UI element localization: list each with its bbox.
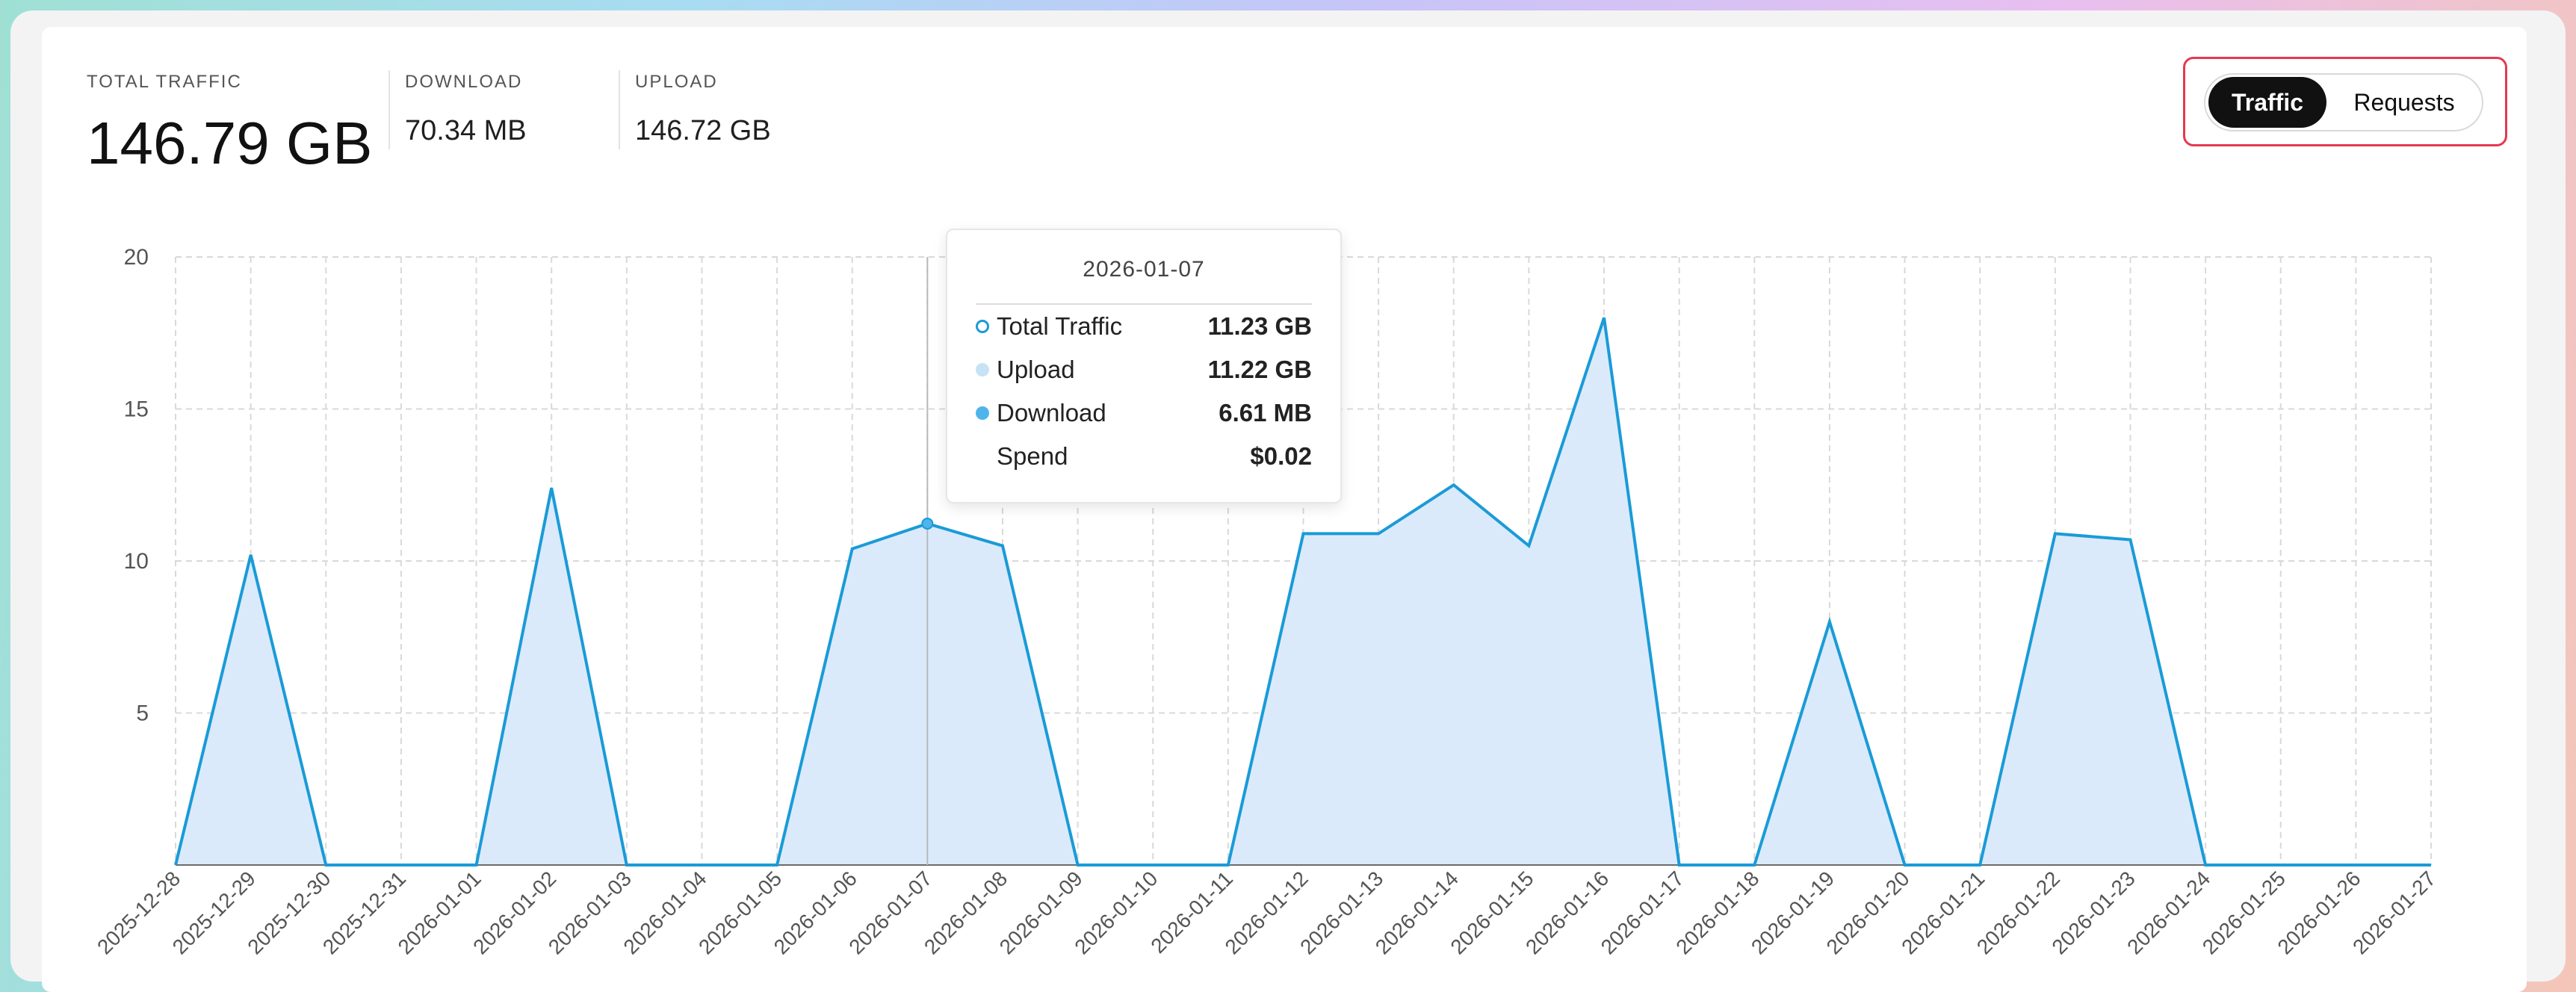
tooltip-row-upload: Upload 11.22 GB bbox=[976, 348, 1312, 391]
tooltip-row-download: Download 6.61 MB bbox=[976, 391, 1312, 435]
tooltip-row-total-traffic: Total Traffic 11.23 GB bbox=[976, 305, 1312, 348]
series-line bbox=[174, 317, 2431, 867]
stat-total-traffic: TOTAL TRAFFIC 146.79 GB bbox=[87, 72, 373, 178]
requests-toggle-button[interactable]: Requests bbox=[2353, 89, 2455, 116]
stat-divider bbox=[388, 70, 390, 149]
stat-total-traffic-value: 146.79 GB bbox=[87, 110, 373, 176]
tooltip-row-value: 11.23 GB bbox=[1207, 312, 1312, 340]
stat-upload-label: UPLOAD bbox=[635, 72, 718, 92]
y-tick-label: 5 bbox=[136, 701, 149, 726]
y-tick-label: 15 bbox=[124, 397, 149, 422]
tooltip-row-label: Spend bbox=[997, 442, 1068, 470]
y-tick-label: 20 bbox=[124, 245, 149, 270]
stat-upload: UPLOAD 146.72 GB bbox=[635, 72, 771, 147]
stat-divider bbox=[619, 70, 620, 149]
series-area bbox=[176, 317, 2431, 865]
tooltip-date: 2026-01-07 bbox=[976, 257, 1312, 305]
traffic-card: 5 10 15 20 2025-12-28 2025-12-29 2025-12-30 202… bbox=[42, 27, 2527, 992]
tooltip-row-spend: Spend $0.02 bbox=[976, 435, 1312, 478]
tooltip-row-value: 6.61 MB bbox=[1219, 399, 1312, 427]
stat-total-traffic-label: TOTAL TRAFFIC bbox=[87, 72, 242, 92]
tooltip-row-value: 11.22 GB bbox=[1207, 356, 1312, 383]
stat-download: DOWNLOAD 70.34 MB bbox=[405, 72, 527, 147]
chart-tooltip: 2026-01-07 Total Traffic 11.23 GB Upload… bbox=[946, 229, 1342, 503]
stat-download-value: 70.34 MB bbox=[405, 115, 527, 146]
upload-marker-icon bbox=[976, 363, 989, 376]
data-point bbox=[921, 517, 934, 530]
tooltip-row-label: Download bbox=[997, 399, 1106, 427]
metric-toggle: Traffic Requests bbox=[2204, 73, 2483, 131]
total-traffic-marker-icon bbox=[976, 320, 989, 333]
stat-upload-value: 146.72 GB bbox=[635, 115, 771, 146]
traffic-toggle-button[interactable]: Traffic bbox=[2208, 77, 2326, 128]
traffic-chart: 51015202025-12-282025-12-292025-12-30202… bbox=[93, 245, 2440, 959]
tooltip-row-label: Total Traffic bbox=[997, 312, 1123, 340]
y-tick-label: 10 bbox=[124, 549, 149, 574]
download-marker-icon bbox=[976, 406, 989, 420]
toggle-highlight-outline bbox=[2183, 57, 2507, 146]
tooltip-row-value: $0.02 bbox=[1250, 442, 1312, 470]
stat-download-label: DOWNLOAD bbox=[405, 72, 523, 92]
tooltip-row-label: Upload bbox=[997, 356, 1075, 383]
